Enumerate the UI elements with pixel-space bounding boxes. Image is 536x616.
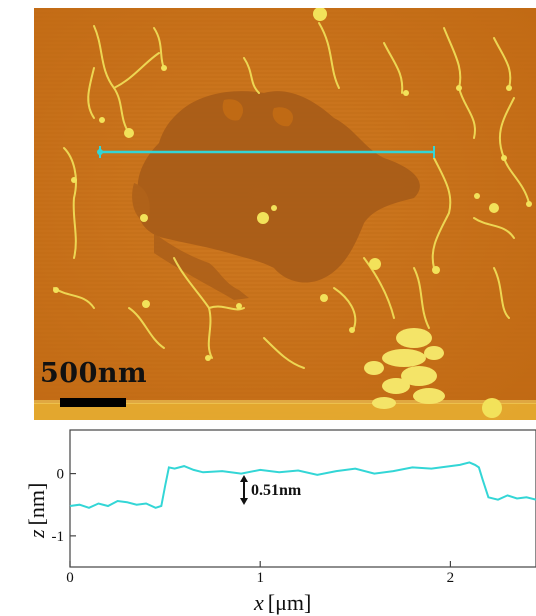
x-axis-var: x [253,590,264,615]
scale-bar-label: 500nm [40,358,148,389]
height-profile-chart: 0 1 2 0 -1 0.51nm x [μm] z [nm] [24,429,536,615]
profile-line [97,146,435,158]
y-tick-label: 0 [57,467,65,483]
x-tick-label: 2 [447,570,455,586]
aggregate-cluster [364,328,445,409]
scale-bar [60,398,126,407]
y-axis-unit: [nm] [24,483,49,526]
particle-dots [53,8,532,418]
x-tick-label: 0 [66,570,74,586]
afm-topography-image [34,8,536,420]
film-island [137,91,420,283]
profile-series-line [69,461,536,509]
x-tick-label: 1 [256,570,264,586]
step-height-annotation: 0.51nm [240,475,302,505]
plot-frame [69,429,536,568]
y-axis-title: z [nm] [24,483,49,539]
y-tick-label: -1 [52,529,65,545]
step-height-label: 0.51nm [251,482,302,499]
x-axis-unit: [μm] [268,590,312,615]
y-axis-var: z [24,529,49,539]
x-axis-title: x [μm] [253,590,311,615]
